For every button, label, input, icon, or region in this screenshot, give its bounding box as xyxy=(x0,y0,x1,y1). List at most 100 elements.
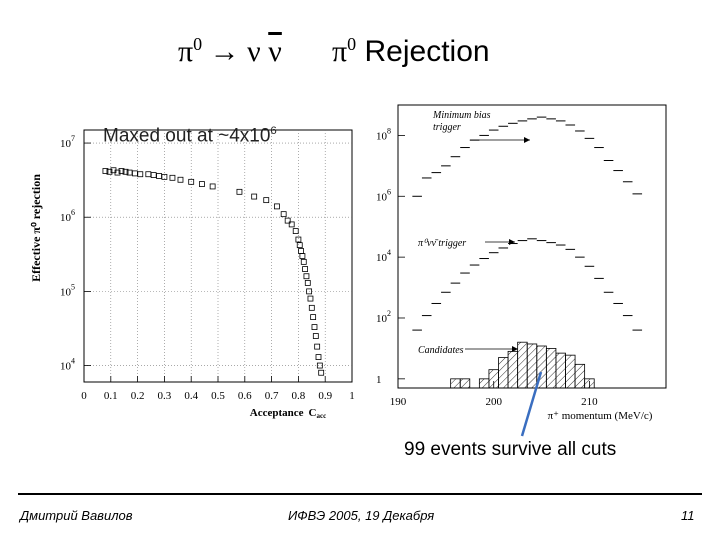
left-data-point xyxy=(299,253,306,259)
survive-pointer xyxy=(520,371,543,437)
decay-arrow: → ν xyxy=(202,35,269,68)
candidates-bar xyxy=(565,354,576,389)
left-data-point xyxy=(304,280,311,286)
left-data-point xyxy=(311,324,318,330)
left-data-point xyxy=(318,369,325,376)
candidates-bar xyxy=(488,369,499,389)
title-label: Rejection xyxy=(356,35,490,68)
rejection-vs-acceptance-chart: 0 0.1 0.2 0.3 0.4 0.5 0.6 0.7 0.8 0.9 1 1041051061… xyxy=(29,129,355,420)
left-x-tick-label: 0 xyxy=(81,390,87,402)
label-arrowhead xyxy=(509,239,515,245)
left-data-point xyxy=(298,248,304,254)
left-x-axis-label-text: Acceptance xyxy=(250,407,304,419)
label-arrowhead xyxy=(512,346,518,352)
left-data-point xyxy=(156,173,162,179)
left-data-point xyxy=(106,168,113,175)
right-y-tick-label: 1 xyxy=(376,374,382,386)
left-y-ticks: 104 105 106 107 xyxy=(60,134,91,373)
candidates-bar xyxy=(574,363,586,389)
left-data-point xyxy=(188,178,195,185)
left-x-tick-label: 0.8 xyxy=(292,390,306,402)
left-x-tick-label: 0.5 xyxy=(211,390,225,402)
left-data-points xyxy=(102,167,325,376)
left-data-point xyxy=(280,211,287,218)
left-x-tick-label: 0.9 xyxy=(318,390,332,402)
left-data-point xyxy=(199,181,205,187)
right-x-tick-label: 190 xyxy=(390,396,407,408)
label-candidates: Candidates xyxy=(418,345,464,356)
left-x-tick-label: 0.1 xyxy=(104,390,118,402)
footer-divider xyxy=(18,493,702,495)
decay-pi: π xyxy=(178,35,194,68)
footer-event: ИФВЭ 2005, 19 Декабря xyxy=(288,508,435,523)
right-y-ticks: 1 102 104 106 108 xyxy=(376,126,405,386)
left-y-tick-label: 107 xyxy=(60,134,75,150)
left-y-tick-label: 105 xyxy=(60,282,75,298)
left-data-point xyxy=(306,288,313,295)
left-x-axis-label: Acceptance Cacc xyxy=(250,407,326,420)
left-data-point xyxy=(274,203,280,210)
left-x-tick-label: 0.2 xyxy=(131,390,145,402)
left-data-point xyxy=(303,273,310,280)
left-data-point xyxy=(295,236,302,243)
left-data-point xyxy=(251,193,258,200)
label-min-bias: Minimum bias trigger xyxy=(432,110,491,133)
right-series-labels: Minimum bias trigger π⁰νν̄ trigger Candidat… xyxy=(418,110,530,356)
left-x-tick-label: 0.4 xyxy=(184,390,198,402)
right-x-tick-label: 200 xyxy=(485,396,502,408)
right-x-axis-label: π⁺ momentum (MeV/c) xyxy=(548,410,653,422)
candidates-bar xyxy=(459,378,471,389)
left-data-point xyxy=(137,171,144,178)
left-x-tick-label: 1 xyxy=(349,390,355,402)
left-x-tick-label: 0.6 xyxy=(238,390,252,402)
right-y-tick-label: 104 xyxy=(376,248,391,264)
survive-note: 99 events survive all cuts xyxy=(404,439,617,460)
decay-formula: π0 → ν ν xyxy=(178,34,282,69)
left-data-point xyxy=(102,168,109,174)
left-data-point xyxy=(310,314,317,321)
right-x-tick-label: 210 xyxy=(581,396,598,408)
left-y-tick-label: 104 xyxy=(60,357,75,373)
candidates-bar xyxy=(498,357,509,389)
left-data-point xyxy=(236,188,243,195)
candidates-bar xyxy=(555,352,566,389)
decay-pi-superscript: 0 xyxy=(193,34,203,54)
decay-nubar: ν xyxy=(268,35,282,68)
page-number: 11 xyxy=(681,508,695,523)
left-data-point xyxy=(209,183,216,190)
maxed-out-note: Maxed out at ~4x106 xyxy=(103,125,277,147)
left-x-tick-label: 0.3 xyxy=(158,390,172,402)
candidates-bar xyxy=(507,350,519,389)
left-x-ticks: 0 0.1 0.2 0.3 0.4 0.5 0.6 0.7 0.8 0.9 1 xyxy=(81,376,355,402)
left-data-point xyxy=(118,168,125,174)
left-x-tick-label: 0.7 xyxy=(265,390,279,402)
left-data-point xyxy=(312,333,319,339)
title-pi: π xyxy=(332,35,348,68)
candidates-bar xyxy=(545,348,557,389)
right-x-ticks: 190 200 210 xyxy=(390,381,598,408)
right-y-tick-label: 108 xyxy=(376,126,391,142)
left-data-point xyxy=(316,362,323,369)
momentum-histogram-chart: 190 200 210 1 102 104 106 108 Minimum bias trig… xyxy=(376,104,667,422)
candidates-bar xyxy=(478,378,490,389)
left-y-axis-label: Effective π⁰ rejection xyxy=(29,174,43,282)
left-data-point xyxy=(315,354,322,360)
maxed-out-text: Maxed out at ~4x10 xyxy=(103,125,271,147)
left-data-point xyxy=(308,304,315,311)
left-data-point xyxy=(161,173,168,180)
right-y-tick-label: 102 xyxy=(376,309,391,325)
left-data-point xyxy=(150,172,157,178)
left-y-tick-label: 106 xyxy=(60,208,75,224)
left-data-point xyxy=(177,176,184,183)
left-x-axis-subscript: acc xyxy=(317,412,327,420)
left-data-point xyxy=(145,171,152,178)
candidates-bar xyxy=(584,378,595,389)
candidates-bar xyxy=(450,378,461,389)
left-data-point xyxy=(263,197,270,204)
label-arrowhead xyxy=(524,137,530,143)
right-y-tick-label: 106 xyxy=(376,187,391,203)
candidates-bar xyxy=(526,343,538,389)
footer-author: Дмитрий Вавилов xyxy=(20,508,133,523)
left-data-point xyxy=(307,295,314,302)
